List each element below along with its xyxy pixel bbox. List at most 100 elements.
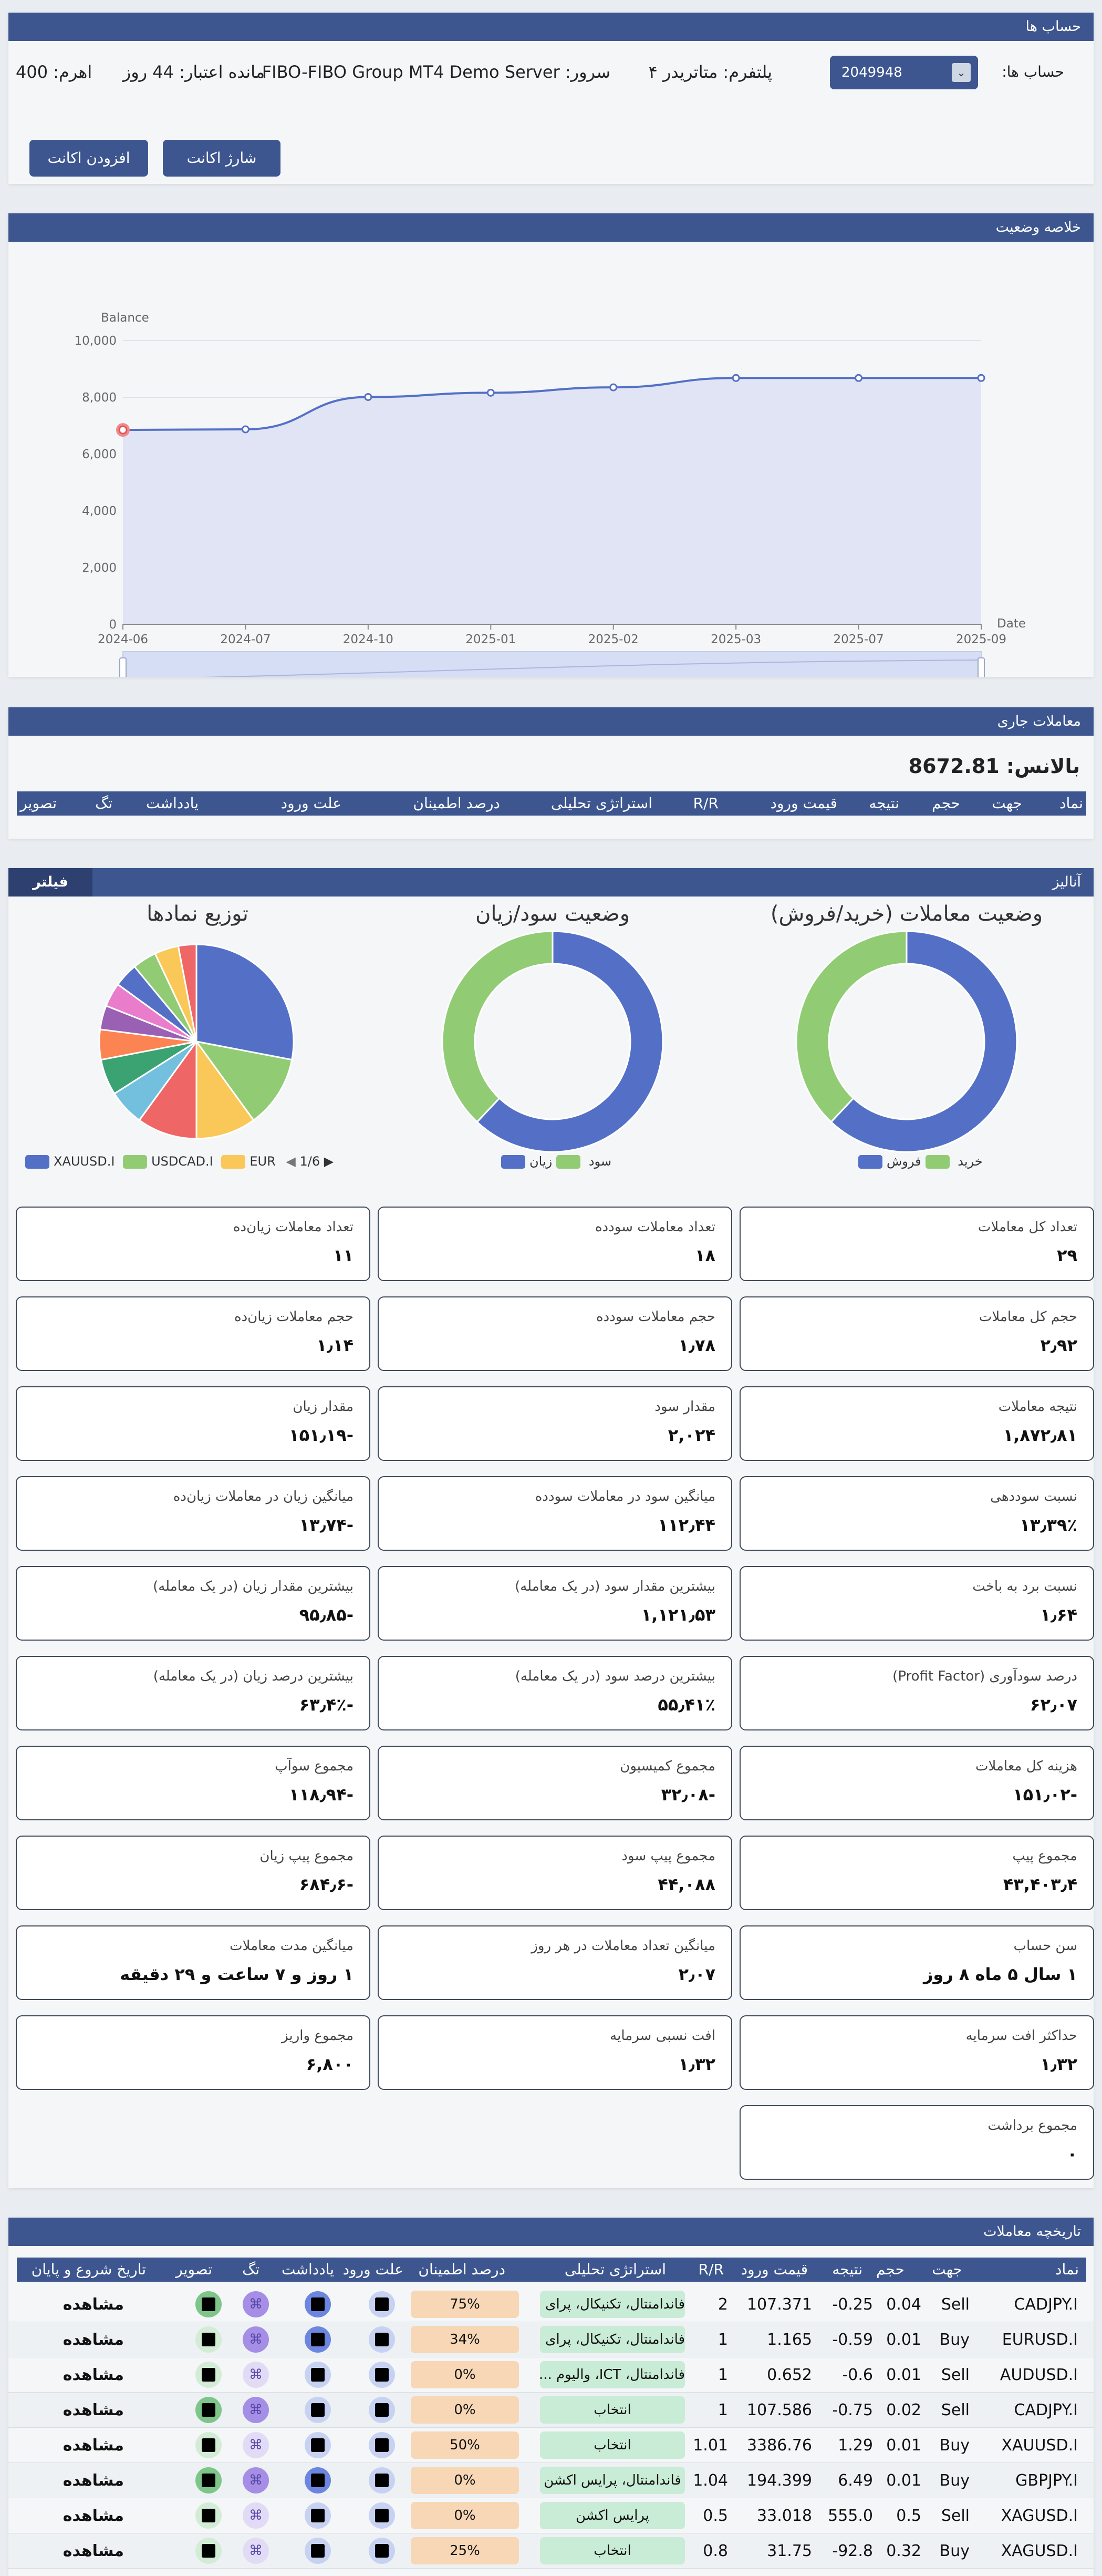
- cell-strategy[interactable]: فاندامنتال، پرایس اکشن: [540, 2467, 685, 2494]
- entry-reason-icon[interactable]: [369, 2432, 395, 2458]
- cell-view-link[interactable]: مشاهده: [63, 2471, 124, 2490]
- entry-reason-icon[interactable]: [369, 2502, 395, 2529]
- col-direction[interactable]: جهت: [992, 795, 1022, 812]
- cell-confidence[interactable]: 0%: [411, 2502, 519, 2529]
- tag-icon[interactable]: ⌘: [243, 2291, 269, 2317]
- account-select[interactable]: 2049948 ⌄: [830, 56, 978, 89]
- filter-button[interactable]: فیلتر: [8, 868, 92, 897]
- legend-buy[interactable]: خرید: [958, 1154, 983, 1169]
- hcol-note[interactable]: یادداشت: [282, 2261, 334, 2278]
- zoom-slider-track[interactable]: [122, 651, 982, 677]
- data-point[interactable]: [364, 393, 372, 401]
- cell-confidence[interactable]: 34%: [411, 2326, 519, 2353]
- zoom-handle-left[interactable]: [119, 657, 127, 677]
- hcol-rr[interactable]: R/R: [698, 2261, 724, 2278]
- cell-strategy[interactable]: فاندامنتال، تکنیکال، پرای ...: [540, 2326, 685, 2353]
- data-point[interactable]: [118, 425, 128, 435]
- hcol-tag[interactable]: تگ: [242, 2261, 259, 2278]
- col-note[interactable]: یادداشت: [146, 795, 199, 812]
- pie-slice[interactable]: [476, 930, 664, 1153]
- hcol-entry-reason[interactable]: علت ورود: [342, 2261, 403, 2278]
- hcol-result[interactable]: نتیجه: [832, 2261, 862, 2278]
- legend-sell[interactable]: فروش: [887, 1154, 921, 1169]
- tag-icon[interactable]: ⌘: [243, 2502, 269, 2529]
- tag-icon[interactable]: ⌘: [243, 2432, 269, 2458]
- cell-confidence[interactable]: 0%: [411, 2396, 519, 2424]
- cell-view-link[interactable]: مشاهده: [63, 2295, 124, 2314]
- note-icon[interactable]: [305, 2467, 331, 2493]
- note-icon[interactable]: [305, 2362, 331, 2388]
- cell-strategy[interactable]: انتخاب: [540, 2396, 685, 2424]
- cell-view-link[interactable]: مشاهده: [63, 2542, 124, 2560]
- table-row[interactable]: AUDUSD.I Sell 0.01 -0.6 0.652 1 فاندامنتال، IC…: [8, 2357, 1094, 2393]
- table-row[interactable]: CADJPY.I Sell 0.02 -0.75 107.586 1 انتخاب 0% ⌘ مش…: [8, 2393, 1094, 2428]
- data-point[interactable]: [732, 374, 740, 382]
- data-point[interactable]: [855, 374, 863, 382]
- cell-confidence[interactable]: 25%: [411, 2537, 519, 2564]
- hcol-symbol[interactable]: نماد: [1055, 2261, 1079, 2278]
- legend-profit[interactable]: سود: [588, 1154, 612, 1169]
- note-icon[interactable]: [305, 2291, 331, 2317]
- hcol-strategy[interactable]: استراتژی تحلیلی: [564, 2261, 666, 2278]
- pie-slice[interactable]: [138, 1039, 197, 1140]
- pie-slice[interactable]: [194, 1040, 293, 1121]
- table-row[interactable]: EURUSD.I Buy 0.01 -0.59 1.165 1 فاندامنتال، تک…: [8, 2322, 1094, 2357]
- image-icon[interactable]: [195, 2467, 222, 2493]
- image-icon[interactable]: [195, 2502, 222, 2529]
- cell-confidence[interactable]: 0%: [411, 2361, 519, 2388]
- pie-slice[interactable]: [195, 943, 295, 1061]
- legend-usdcad[interactable]: USDCAD.I: [151, 1154, 213, 1169]
- note-icon[interactable]: [305, 2397, 331, 2423]
- hcol-image[interactable]: تصویر: [175, 2261, 212, 2278]
- legend-eur[interactable]: EUR: [249, 1154, 276, 1169]
- table-row[interactable]: XAGUSD.I Buy 0.32 -92.8 31.75 0.8 انتخاب 25% ⌘ مش…: [8, 2533, 1094, 2569]
- image-icon[interactable]: [195, 2291, 222, 2317]
- tag-icon[interactable]: ⌘: [243, 2362, 269, 2388]
- col-entry-reason[interactable]: علت ورود: [280, 795, 341, 812]
- col-rr[interactable]: R/R: [693, 795, 719, 812]
- pie-slice[interactable]: [177, 943, 197, 1042]
- col-strategy[interactable]: استراتژی تحلیلی: [550, 795, 652, 812]
- pie-slice[interactable]: [795, 930, 908, 1124]
- cell-confidence[interactable]: 50%: [411, 2431, 519, 2459]
- tag-icon[interactable]: ⌘: [243, 2397, 269, 2423]
- legend-loss[interactable]: زیان: [529, 1154, 553, 1169]
- table-row[interactable]: GBPJPY.I Buy 0.01 6.49 194.399 1.04 فاندامنتال…: [8, 2463, 1094, 2498]
- tag-icon[interactable]: ⌘: [243, 2467, 269, 2493]
- entry-reason-icon[interactable]: [369, 2291, 395, 2317]
- charge-account-button[interactable]: شارژ اکانت: [163, 140, 280, 177]
- cell-view-link[interactable]: مشاهده: [63, 2331, 124, 2349]
- note-icon[interactable]: [305, 2502, 331, 2529]
- table-row[interactable]: XAGUSD.I Sell 0.5 555.0 33.018 0.5 پرایس اکشن 0…: [8, 2498, 1094, 2533]
- image-icon[interactable]: [195, 2326, 222, 2353]
- hcol-dates[interactable]: تاریخ شروع و پایان: [31, 2261, 146, 2278]
- cell-strategy[interactable]: فاندامنتال، ICT، والیوم ...: [540, 2361, 685, 2388]
- cell-confidence[interactable]: 0%: [411, 2467, 519, 2494]
- pie-slice[interactable]: [830, 930, 1018, 1153]
- cell-strategy[interactable]: انتخاب: [540, 2537, 685, 2564]
- cell-strategy[interactable]: پرایس اکشن: [540, 2502, 685, 2529]
- table-row[interactable]: CADJPY.I Sell 0.04 -0.25 107.371 2 فاندامنتال،…: [8, 2287, 1094, 2322]
- tag-icon[interactable]: ⌘: [243, 2326, 269, 2353]
- hcol-direction[interactable]: جهت: [932, 2261, 962, 2278]
- legend-prev-icon[interactable]: ◀: [286, 1154, 296, 1169]
- data-point[interactable]: [977, 374, 985, 382]
- data-point[interactable]: [609, 383, 618, 391]
- cell-confidence[interactable]: 75%: [411, 2291, 519, 2318]
- hcol-volume[interactable]: حجم: [876, 2261, 905, 2278]
- hcol-entry-price[interactable]: قیمت ورود: [741, 2261, 808, 2278]
- cell-strategy[interactable]: فاندامنتال، تکنیکال، پرای ...: [540, 2291, 685, 2318]
- entry-reason-icon[interactable]: [369, 2467, 395, 2493]
- note-icon[interactable]: [305, 2326, 331, 2353]
- data-point[interactable]: [486, 388, 495, 397]
- legend-xauusd[interactable]: XAUUSD.I: [54, 1154, 115, 1169]
- cell-view-link[interactable]: مشاهده: [63, 2366, 124, 2384]
- entry-reason-icon[interactable]: [369, 2538, 395, 2564]
- col-volume[interactable]: حجم: [931, 795, 960, 812]
- col-image[interactable]: تصویر: [20, 795, 57, 812]
- data-point[interactable]: [241, 425, 249, 434]
- entry-reason-icon[interactable]: [369, 2397, 395, 2423]
- cell-view-link[interactable]: مشاهده: [63, 2507, 124, 2525]
- cell-strategy[interactable]: انتخاب: [540, 2431, 685, 2459]
- hcol-confidence[interactable]: درصد اطمینان: [418, 2261, 505, 2278]
